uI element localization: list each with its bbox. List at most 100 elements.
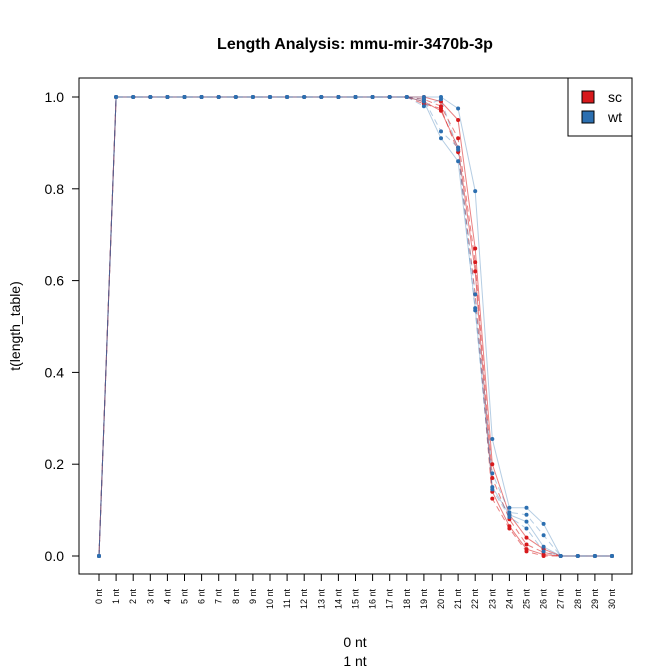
- x-tick-label: 18 nt: [402, 589, 412, 610]
- x-tick-label: 25 nt: [522, 589, 532, 610]
- x-tick-label: 3 nt: [145, 589, 155, 605]
- x-tick-label: 10 nt: [265, 589, 275, 610]
- data-point-wt: [541, 521, 546, 526]
- x-tick-label: 0 nt: [94, 589, 104, 605]
- legend: sc wt: [567, 77, 633, 137]
- data-point-wt: [404, 95, 409, 99]
- x-tick-label: 16 nt: [368, 589, 378, 610]
- data-point-wt: [541, 549, 546, 554]
- data-point-wt: [473, 292, 478, 297]
- chart-title: Length Analysis: mmu-mir-3470b-3p: [217, 36, 493, 53]
- data-point-wt: [199, 95, 204, 99]
- y-tick-label: 0.0: [45, 548, 65, 564]
- legend-swatch-wt: [581, 110, 595, 124]
- data-point-wt: [353, 95, 358, 99]
- data-point-wt: [421, 99, 426, 104]
- data-point-wt: [387, 95, 392, 99]
- data-point-sc: [490, 496, 495, 501]
- data-point-wt: [524, 512, 529, 517]
- x-tick-label: 4 nt: [162, 589, 172, 605]
- data-point-sc: [473, 269, 478, 274]
- data-point-wt: [439, 97, 443, 102]
- legend-label-sc: sc: [608, 89, 622, 105]
- data-point-sc: [541, 554, 546, 558]
- data-point-wt: [148, 95, 153, 99]
- y-tick-label: 1.0: [45, 89, 65, 105]
- data-point-wt: [336, 95, 341, 99]
- y-tick-label: 0.8: [45, 181, 65, 197]
- data-point-sc: [490, 462, 495, 467]
- data-point-wt: [302, 95, 307, 99]
- data-point-sc: [456, 136, 461, 141]
- x-tick-label: 21 nt: [453, 589, 463, 610]
- data-point-wt: [610, 554, 614, 558]
- x-tick-label: 11 nt: [282, 589, 292, 609]
- data-point-wt: [165, 95, 170, 99]
- data-point-wt: [456, 159, 461, 164]
- x-tick-label: 15 nt: [351, 589, 361, 610]
- x-tick-label: 6 nt: [197, 589, 207, 605]
- data-point-wt: [592, 554, 597, 558]
- data-point-wt: [439, 129, 443, 134]
- x-tick-label: 5 nt: [180, 589, 190, 605]
- x-tick-label: 26 nt: [539, 589, 549, 610]
- data-point-sc: [524, 542, 529, 547]
- y-axis-label: t(length_table): [7, 281, 23, 371]
- x-tick-label: 29 nt: [590, 589, 600, 610]
- x-tick-label: 19 nt: [419, 589, 429, 610]
- data-point-wt: [250, 95, 255, 99]
- data-point-wt: [558, 554, 563, 558]
- x-tick-label: 27 nt: [556, 589, 566, 610]
- data-point-wt: [490, 487, 495, 492]
- data-point-wt: [131, 95, 136, 99]
- x-tick-label: 24 nt: [504, 589, 514, 610]
- data-point-wt: [575, 554, 580, 558]
- data-point-wt: [233, 95, 238, 99]
- data-point-wt: [473, 308, 478, 313]
- x-tick-label: 7 nt: [214, 589, 224, 605]
- y-axis: 0.0 0.2 0.4 0.6 0.8 1.0: [45, 89, 80, 564]
- data-point-wt: [473, 189, 478, 194]
- data-point-sc: [507, 526, 512, 531]
- data-point-sc: [490, 476, 495, 480]
- data-point-sc: [439, 106, 443, 111]
- data-point-wt: [507, 505, 512, 510]
- x-tick-label: 17 nt: [385, 589, 395, 610]
- x-tick-label: 13 nt: [316, 589, 326, 610]
- x-tick-label: 2 nt: [128, 589, 138, 605]
- data-point-wt: [319, 95, 324, 99]
- x-axis-label-line-1: 0 nt: [343, 634, 366, 650]
- data-point-wt: [541, 544, 546, 549]
- data-point-wt: [490, 471, 495, 476]
- data-point-wt: [182, 95, 187, 99]
- data-point-wt: [490, 437, 495, 441]
- x-tick-label: 20 nt: [436, 589, 446, 610]
- data-point-wt: [268, 95, 272, 99]
- x-tick-label: 22 nt: [470, 589, 480, 610]
- x-axis-label-line-2: 1 nt: [343, 653, 366, 669]
- data-point-wt: [285, 95, 290, 99]
- x-tick-label: 9 nt: [248, 589, 258, 605]
- data-point-wt: [114, 95, 119, 99]
- data-point-wt: [216, 95, 221, 99]
- data-point-wt: [456, 147, 461, 152]
- data-point-sc: [456, 118, 461, 122]
- data-point-sc: [473, 260, 478, 265]
- series-points: [97, 95, 614, 558]
- y-tick-label: 0.2: [45, 456, 65, 472]
- x-tick-label: 23 nt: [487, 589, 497, 610]
- x-tick-label: 1 nt: [111, 589, 121, 605]
- x-tick-label: 30 nt: [607, 589, 617, 610]
- y-tick-label: 0.4: [45, 364, 65, 380]
- x-tick-label: 28 nt: [573, 589, 583, 610]
- data-point-wt: [439, 136, 443, 141]
- x-tick-label: 14 nt: [333, 589, 343, 610]
- legend-swatch-sc: [581, 90, 595, 104]
- legend-box: [567, 77, 633, 137]
- x-axis: 0 nt 1 nt 2 nt 3 nt 4 nt 5 nt 6 nt 7 nt 8 nt 9 nt…: [94, 573, 617, 610]
- legend-label-wt: wt: [607, 109, 622, 125]
- data-point-sc: [524, 549, 529, 554]
- x-tick-label: 12 nt: [299, 589, 309, 610]
